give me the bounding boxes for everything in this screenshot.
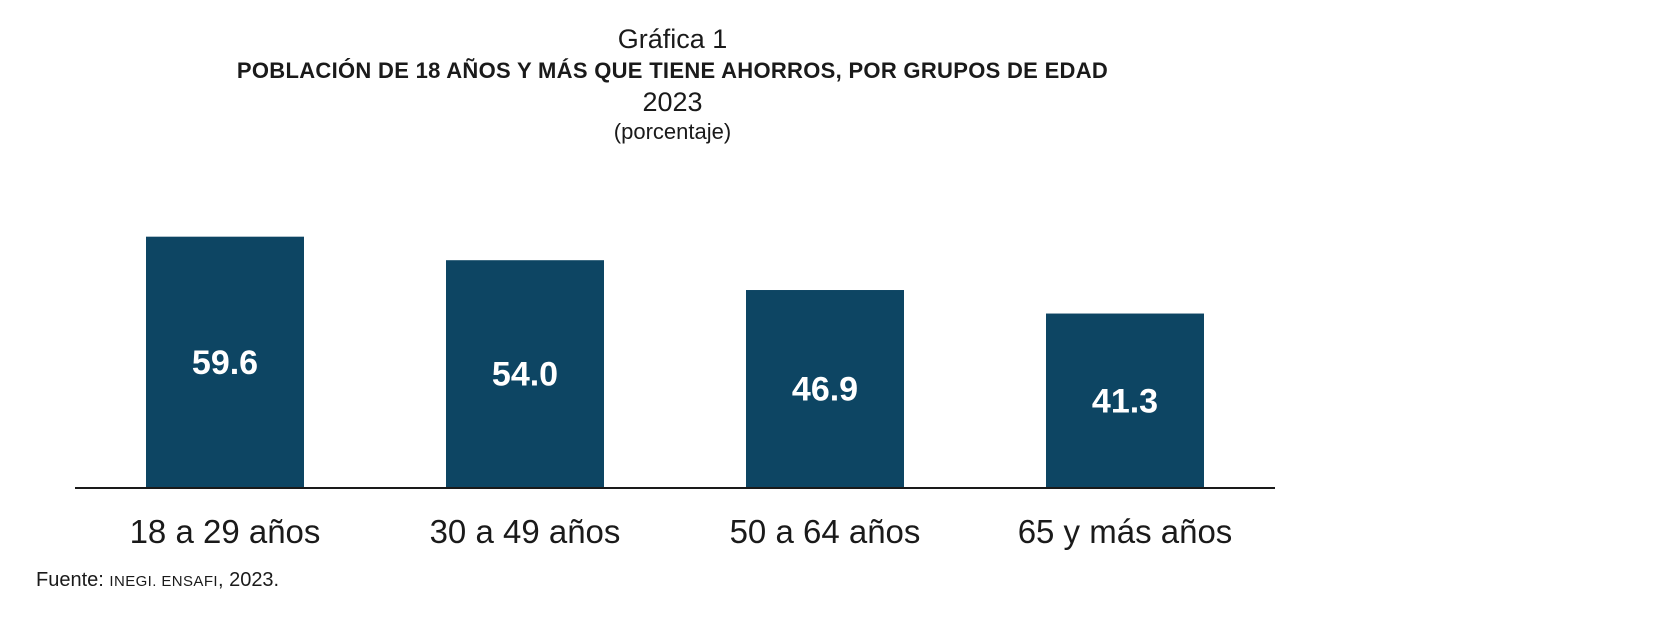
bar-4	[1046, 313, 1204, 487]
source-org: INEGI. ENSAFI	[109, 573, 218, 590]
chart-year: 2023	[642, 87, 703, 117]
bar-value-label-2: 54.0	[492, 356, 558, 394]
bar-2	[446, 260, 604, 487]
category-label-4: 65 y más años	[1018, 513, 1233, 550]
category-labels-group: 18 a 29 años 30 a 49 años 50 a 64 años 65 y…	[130, 513, 1233, 550]
category-label-1: 18 a 29 años	[130, 513, 321, 550]
bar-value-label-3: 46.9	[792, 371, 858, 409]
category-label-2: 30 a 49 años	[430, 513, 621, 550]
bars-group: 59.6 54.0 46.9 41.3	[146, 236, 1204, 487]
chart-unit: (porcentaje)	[613, 119, 732, 144]
bar-value-label-4: 41.3	[1092, 382, 1158, 420]
source-note: Fuente: INEGI. ENSAFI, 2023.	[36, 569, 279, 592]
chart-title-block: Gráfica 1 POBLACIÓN DE 18 AÑOS Y MÁS QUE…	[0, 22, 1345, 146]
category-label-3: 50 a 64 años	[730, 513, 921, 550]
chart-kicker: Gráfica 1	[617, 24, 728, 54]
bar-value-label-1: 59.6	[192, 344, 258, 382]
chart-title: POBLACIÓN DE 18 AÑOS Y MÁS QUE TIENE AHO…	[236, 58, 1109, 83]
source-label: Fuente:	[36, 569, 104, 591]
bar-1	[146, 236, 304, 487]
source-year: , 2023.	[217, 569, 280, 591]
bar-3	[746, 290, 904, 487]
